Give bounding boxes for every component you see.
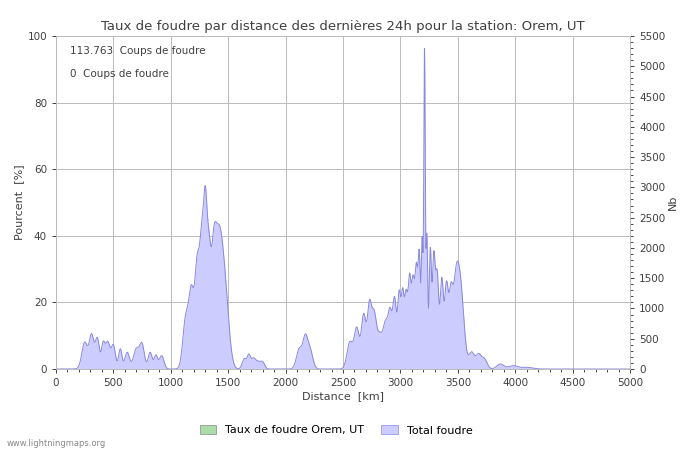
X-axis label: Distance  [km]: Distance [km] — [302, 391, 384, 401]
Text: 113.763  Coups de foudre: 113.763 Coups de foudre — [70, 46, 206, 56]
Y-axis label: Nb: Nb — [668, 195, 678, 210]
Title: Taux de foudre par distance des dernières 24h pour la station: Orem, UT: Taux de foudre par distance des dernière… — [102, 20, 584, 33]
Text: www.lightningmaps.org: www.lightningmaps.org — [7, 439, 106, 448]
Y-axis label: Pourcent  [%]: Pourcent [%] — [15, 165, 24, 240]
Text: 0  Coups de foudre: 0 Coups de foudre — [70, 69, 169, 79]
Legend: Taux de foudre Orem, UT, Total foudre: Taux de foudre Orem, UT, Total foudre — [195, 421, 477, 440]
